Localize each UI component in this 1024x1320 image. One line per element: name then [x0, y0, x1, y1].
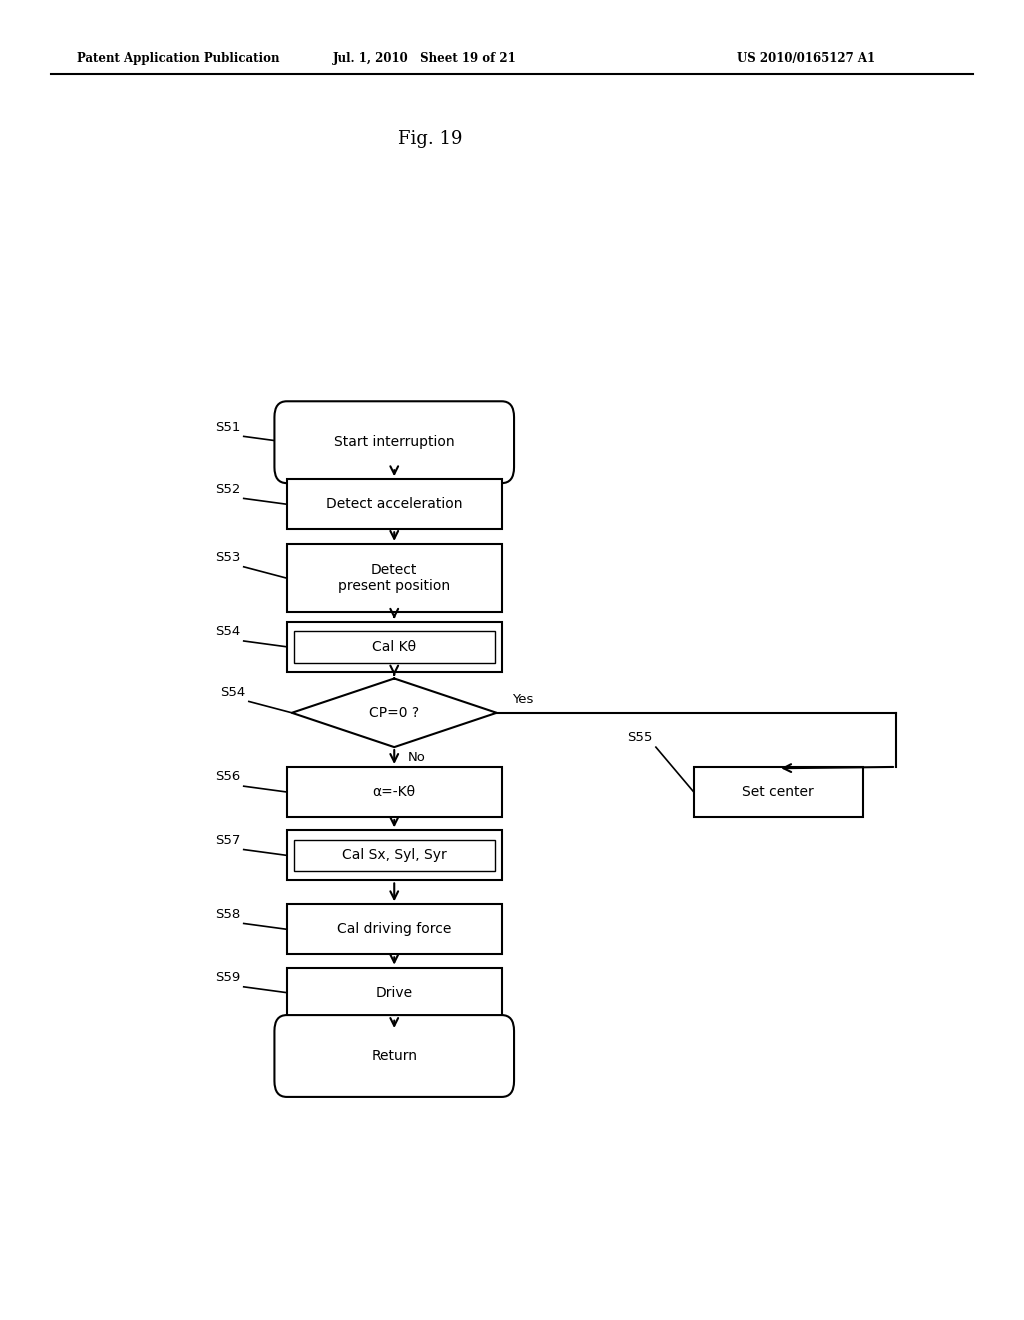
FancyBboxPatch shape — [274, 1015, 514, 1097]
Bar — [287, 830, 502, 880]
Bar — [294, 840, 495, 871]
Bar — [287, 544, 502, 612]
Text: S56: S56 — [215, 771, 241, 784]
Text: Detect acceleration: Detect acceleration — [326, 498, 463, 511]
Bar — [287, 622, 502, 672]
Text: Cal Kθ: Cal Kθ — [372, 640, 417, 653]
Text: Cal driving force: Cal driving force — [337, 923, 452, 936]
Text: α=-Kθ: α=-Kθ — [373, 785, 416, 799]
Text: Cal Sx, Syl, Syr: Cal Sx, Syl, Syr — [342, 849, 446, 862]
Text: S55: S55 — [628, 731, 653, 744]
Bar — [294, 631, 495, 663]
Text: S59: S59 — [215, 972, 241, 985]
Text: S51: S51 — [215, 421, 241, 434]
Bar — [287, 767, 502, 817]
Text: Set center: Set center — [742, 785, 814, 799]
Text: Yes: Yes — [512, 693, 534, 706]
Text: CP=0 ?: CP=0 ? — [370, 706, 419, 719]
Text: No: No — [408, 751, 425, 763]
Bar — [694, 767, 862, 817]
Text: US 2010/0165127 A1: US 2010/0165127 A1 — [737, 51, 876, 65]
Text: S58: S58 — [215, 908, 241, 921]
Text: S53: S53 — [215, 550, 241, 564]
FancyBboxPatch shape — [274, 401, 514, 483]
Text: Jul. 1, 2010   Sheet 19 of 21: Jul. 1, 2010 Sheet 19 of 21 — [333, 51, 517, 65]
Text: Drive: Drive — [376, 986, 413, 999]
Text: Return: Return — [372, 1049, 417, 1063]
Bar — [287, 904, 502, 954]
Text: Fig. 19: Fig. 19 — [398, 129, 462, 148]
Text: Detect
present position: Detect present position — [338, 564, 451, 593]
Text: Patent Application Publication: Patent Application Publication — [77, 51, 280, 65]
Text: S54: S54 — [220, 685, 246, 698]
Text: Start interruption: Start interruption — [334, 436, 455, 449]
Bar — [287, 479, 502, 529]
Bar — [287, 968, 502, 1018]
Text: S54: S54 — [215, 626, 241, 639]
Text: S52: S52 — [215, 483, 241, 496]
Text: S57: S57 — [215, 834, 241, 847]
